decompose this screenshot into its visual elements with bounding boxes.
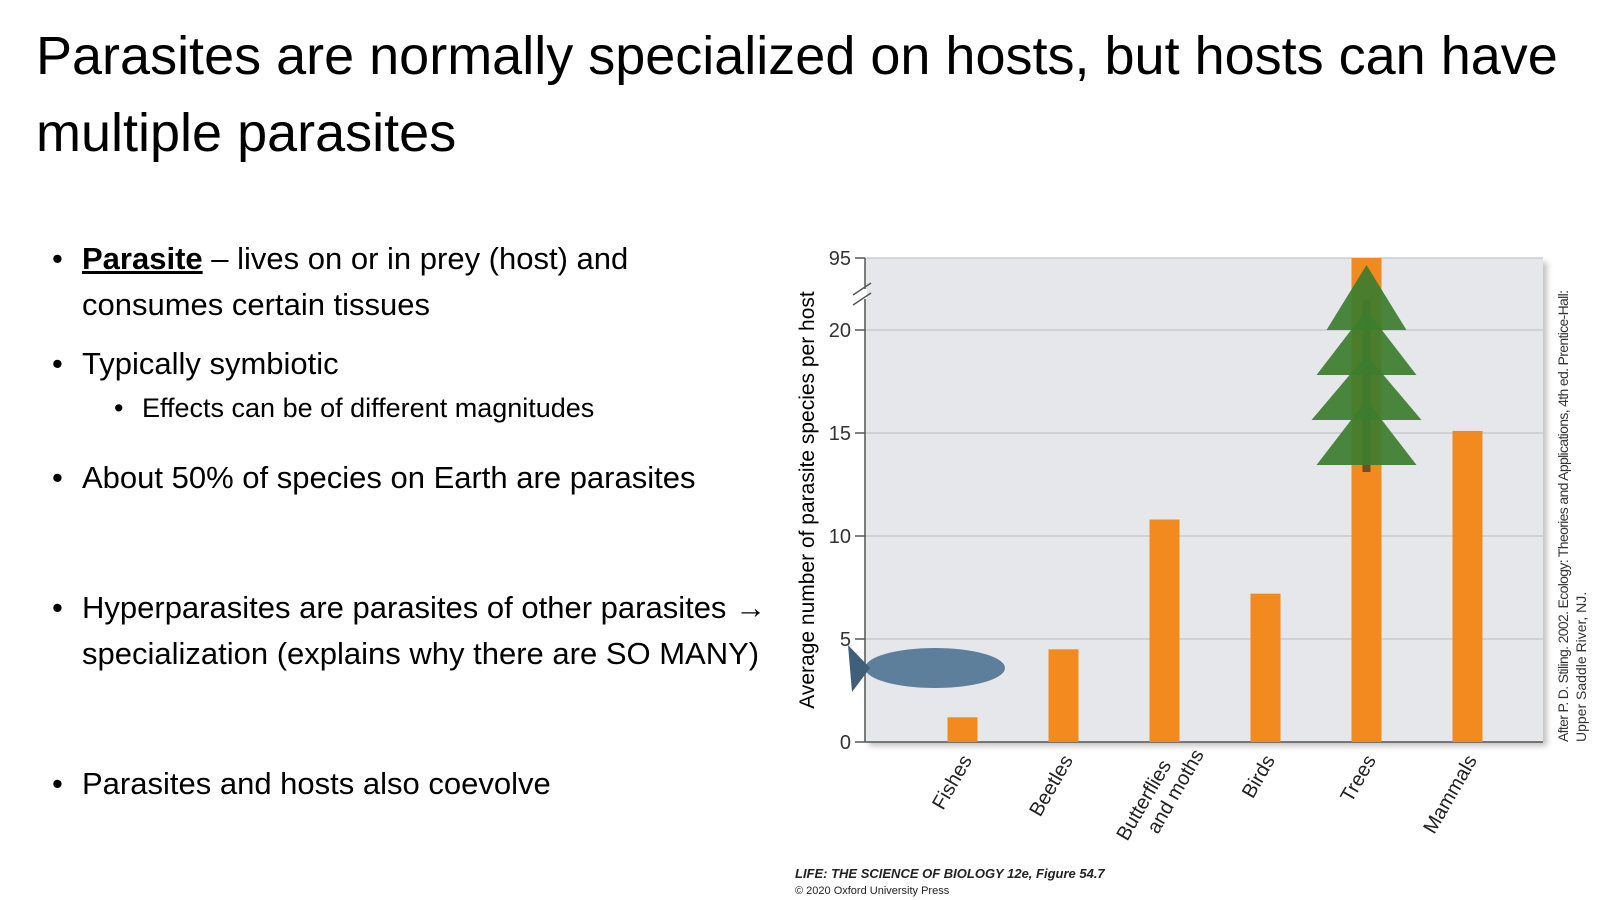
bar (1149, 519, 1180, 742)
slide-title: Parasites are normally specialized on ho… (36, 26, 1558, 163)
tree-foliage (1316, 310, 1417, 375)
bullet: Parasites and hosts also coevolve (52, 761, 772, 807)
y-tick-label: 0 (840, 732, 851, 754)
x-tick-label: Trees (1337, 752, 1381, 807)
bullet-term: Parasite (82, 241, 203, 276)
y-tick-label: 10 (829, 526, 851, 548)
x-tick-label: Mammals (1419, 752, 1481, 838)
tree-foliage (1326, 265, 1407, 330)
fish-tail (848, 645, 870, 692)
y-tick-label: 15 (829, 423, 851, 445)
bar (947, 717, 978, 742)
bullet: About 50% of species on Earth are parasi… (52, 455, 772, 501)
credit-line: Upper Saddle River, NJ. (1573, 592, 1589, 742)
bullet-text: Hyperparasites are parasites of other pa… (82, 590, 767, 671)
source-line: © 2020 Oxford University Press (795, 885, 950, 897)
bullet-text: Typically symbiotic (82, 346, 339, 381)
sub-bullet: Effects can be of different magnitudes (114, 387, 832, 429)
x-tick-label: Birds (1238, 752, 1280, 802)
y-axis-label: Average number of parasite species per h… (796, 291, 819, 709)
bullet-text: Parasites and hosts also coevolve (82, 766, 551, 801)
axis-break-mark (852, 292, 872, 306)
bar (1250, 593, 1281, 742)
credit-line: After P. D. Stiling. 2002. Ecology: Theo… (1555, 290, 1571, 742)
x-tick-label: Fishes (928, 752, 977, 814)
x-tick-label: Beetles (1025, 752, 1077, 821)
source-line: LIFE: THE SCIENCE OF BIOLOGY 12e, Figure… (795, 866, 1105, 881)
tree-foliage (1311, 355, 1422, 420)
bar (1452, 430, 1483, 742)
y-tick-label: 95 (829, 248, 851, 270)
y-tick-label: 20 (829, 320, 851, 342)
bullet: Hyperparasites are parasites of other pa… (52, 585, 772, 677)
x-tick-label: Butterflies and moths (1113, 734, 1209, 856)
fish-body (865, 648, 1005, 688)
tree-foliage (1316, 400, 1417, 465)
bullet-text: – lives on or in prey (host) and consume… (82, 241, 629, 322)
bullet: Parasite – lives on or in prey (host) an… (52, 236, 772, 328)
bullet-text: About 50% of species on Earth are parasi… (82, 460, 696, 495)
bullet: Typically symbioticEffects can be of dif… (52, 341, 772, 429)
axis-break-gap (853, 289, 867, 299)
y-tick-label: 5 (840, 629, 851, 651)
bar (1048, 649, 1079, 742)
axis-break-mark (852, 282, 872, 296)
